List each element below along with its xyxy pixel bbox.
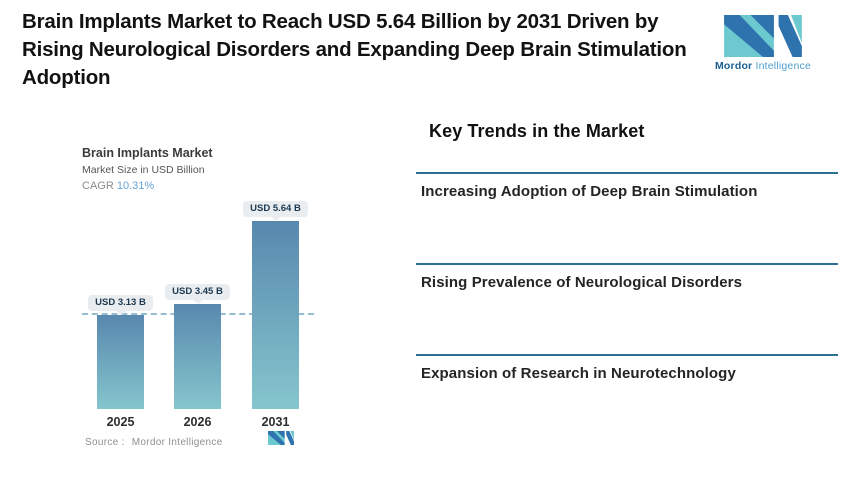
trend-item-dbs-adoption: Increasing Adoption of Deep Brain Stimul… <box>416 172 838 263</box>
axis-label-2026: 2026 <box>183 415 212 429</box>
chart-source: Source : Mordor Intelligence <box>85 437 223 448</box>
mordor-logo-wordmark: Mordor Intelligence <box>715 60 811 72</box>
value-label-pill: USD 3.45 B <box>165 284 230 300</box>
logo-word-intelligence: Intelligence <box>755 60 812 72</box>
trend-item-neurotechnology-research: Expansion of Research in Neurotechnology <box>416 354 838 445</box>
bar-2031 <box>252 221 299 409</box>
page-title: Brain Implants Market to Reach USD 5.64 … <box>22 10 687 89</box>
trends-heading: Key Trends in the Market <box>429 121 645 141</box>
chart-cagr: CAGR 10.31% <box>82 180 154 192</box>
value-label: USD 3.13 B <box>95 297 146 308</box>
mordor-logo: Mordor Intelligence <box>712 15 814 72</box>
bar-group-2026: USD 3.45 B 2026 <box>165 284 230 429</box>
logo-word-mordor: Mordor <box>714 60 753 72</box>
source-value: Mordor Intelligence <box>131 437 223 448</box>
bar-2025 <box>97 315 144 409</box>
bar-group-2031: USD 5.64 B 2031 <box>243 201 308 429</box>
trends-list: Increasing Adoption of Deep Brain Stimul… <box>416 172 838 445</box>
chart-title: Brain Implants Market <box>82 146 213 160</box>
cagr-label: CAGR <box>82 180 114 192</box>
mordor-logo-icon <box>724 15 802 57</box>
value-label-pill: USD 3.13 B <box>88 295 153 311</box>
source-label: Source : <box>85 437 125 448</box>
value-label: USD 5.64 B <box>250 203 301 214</box>
axis-label-2031: 2031 <box>261 415 290 429</box>
axis-label-2025: 2025 <box>106 415 135 429</box>
chart-subtitle: Market Size in USD Billion <box>82 164 205 176</box>
value-label: USD 3.45 B <box>172 286 223 297</box>
mordor-mini-logo-icon <box>268 431 294 445</box>
cagr-value: 10.31% <box>116 180 155 192</box>
value-label-pill: USD 5.64 B <box>243 201 308 217</box>
trend-item-neurological-disorders: Rising Prevalence of Neurological Disord… <box>416 263 838 354</box>
bar-group-2025: USD 3.13 B 2025 <box>88 295 153 429</box>
bar-2026 <box>174 304 221 409</box>
